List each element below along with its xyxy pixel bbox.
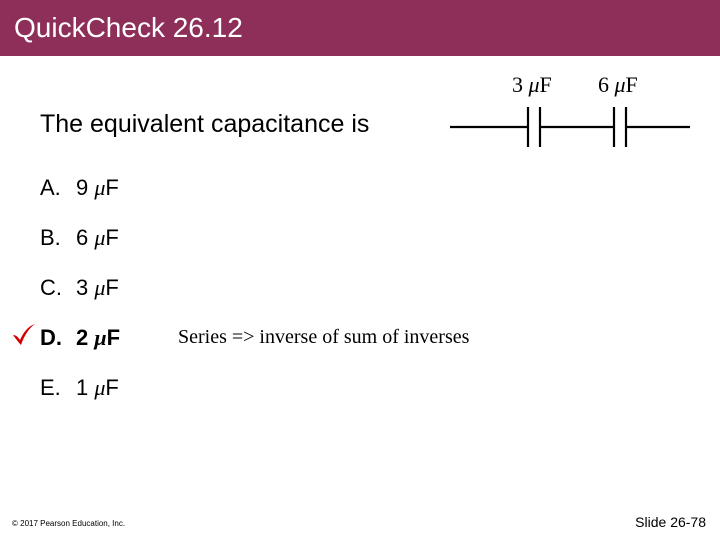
explanation-text: Series => inverse of sum of inverses: [178, 326, 469, 349]
option-letter: B.: [40, 225, 76, 251]
option-letter: D.: [40, 325, 76, 351]
copyright-text: © 2017 Pearson Education, Inc.: [12, 519, 125, 528]
options-list: A. 9 μF B. 6 μF C. 3 μF D. 2 μF E. 1 μF: [40, 175, 120, 425]
option-b: B. 6 μF: [40, 225, 120, 255]
option-value: 6 μF: [76, 225, 119, 251]
option-value: 1 μF: [76, 375, 119, 401]
option-letter: C.: [40, 275, 76, 301]
option-value: 9 μF: [76, 175, 119, 201]
option-letter: A.: [40, 175, 76, 201]
slide-title: QuickCheck 26.12: [14, 12, 243, 44]
checkmark-icon: [10, 322, 36, 348]
option-a: A. 9 μF: [40, 175, 120, 205]
option-value: 2 μF: [76, 325, 120, 351]
option-letter: E.: [40, 375, 76, 401]
cap1-label: 3 μF: [512, 72, 552, 97]
title-bar: QuickCheck 26.12: [0, 0, 720, 56]
option-value: 3 μF: [76, 275, 119, 301]
option-d: D. 2 μF: [40, 325, 120, 355]
slide: { "title": "QuickCheck 26.12", "question…: [0, 0, 720, 540]
circuit-diagram: 3 μF 6 μF: [450, 72, 690, 162]
option-e: E. 1 μF: [40, 375, 120, 405]
option-c: C. 3 μF: [40, 275, 120, 305]
slide-number: Slide 26-78: [635, 514, 706, 530]
question-text: The equivalent capacitance is: [40, 110, 369, 139]
cap2-label: 6 μF: [598, 72, 638, 97]
